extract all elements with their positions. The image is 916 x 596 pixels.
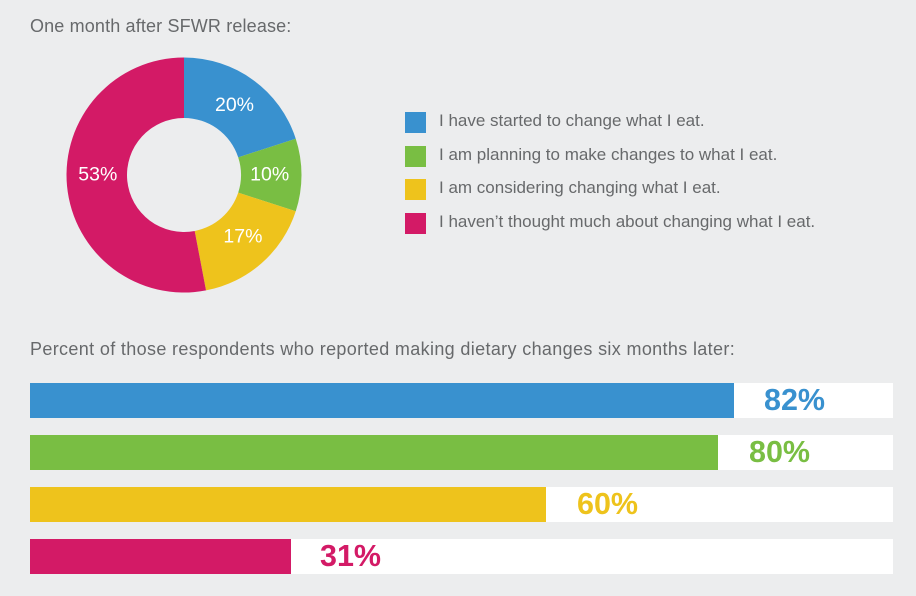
svg-text:53%: 53%: [78, 164, 117, 186]
svg-text:10%: 10%: [250, 164, 289, 186]
svg-text:17%: 17%: [223, 226, 262, 248]
svg-text:20%: 20%: [215, 94, 254, 116]
